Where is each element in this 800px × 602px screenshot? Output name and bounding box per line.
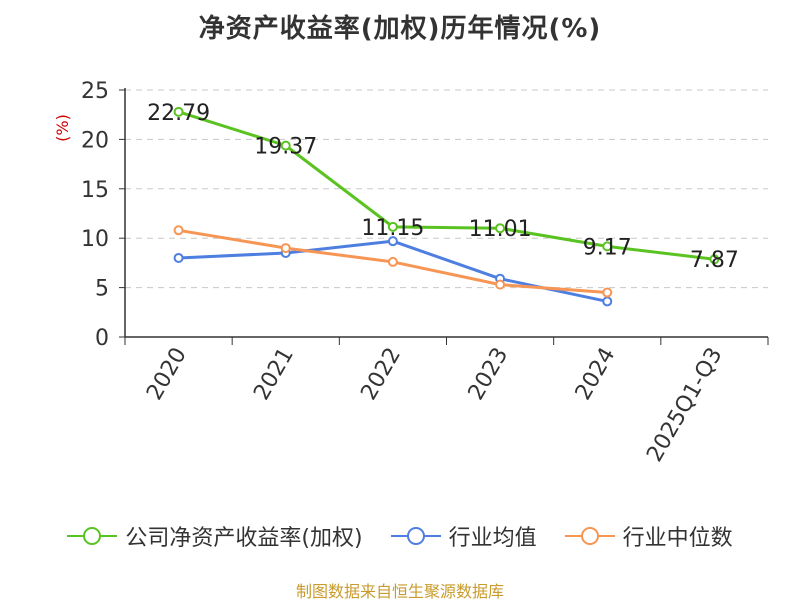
series-2-point-2 (387, 256, 398, 267)
legend-item-industry-mean[interactable]: 行业均值 (390, 520, 537, 552)
y-tick-label-20: 20 (81, 128, 109, 153)
line-chart: 0 5 10 15 20 25 (%) 2020 2021 2022 2023 2024 2025Q1-… (53, 79, 769, 467)
y-tick-label-0: 0 (95, 326, 109, 351)
y-tick-label-25: 25 (81, 79, 109, 104)
legend-item-industry-median[interactable]: 行业中位数 (564, 520, 733, 552)
series-0-point-2 (387, 221, 398, 232)
series-2-point-1 (280, 243, 291, 254)
legend-label-industry-mean: 行业均值 (448, 526, 537, 551)
data-label-1: 19.37 (254, 135, 317, 160)
source-note: 制图数据来自恒生聚源数据库 (295, 582, 504, 601)
data-label-4: 9.17 (583, 235, 632, 260)
legend-marker-company (67, 527, 118, 545)
series-0-point-3 (495, 223, 506, 234)
data-label-2: 11.15 (361, 216, 424, 241)
series-1-point-4 (602, 296, 613, 307)
x-tick-label-2023: 2023 (464, 344, 514, 405)
y-tick-label-15: 15 (81, 178, 109, 203)
series-0-point-4 (602, 241, 613, 252)
series-2-point-4 (602, 287, 613, 298)
chart-title: 净资产收益率(加权)历年情况(%) (198, 14, 602, 44)
series-2-point-3 (495, 279, 506, 290)
series-2-point-0 (173, 225, 184, 236)
legend-label-company: 公司净资产收益率(加权) (125, 526, 363, 551)
series-line-0 (178, 110, 715, 261)
x-tick-label-2021: 2021 (249, 344, 299, 405)
legend-item-company[interactable]: 公司净资产收益率(加权) (67, 520, 363, 552)
legend-marker-industry-mean (390, 527, 441, 545)
series-1-point-0 (173, 252, 184, 263)
legend-marker-industry-median (564, 527, 615, 545)
data-label-3: 11.01 (469, 217, 532, 242)
series-0-point-1 (280, 140, 291, 151)
chart-legend: 公司净资产收益率(加权) 行业均值 行业中位数 (0, 520, 800, 552)
data-label-5: 7.87 (690, 248, 739, 273)
x-tick-label-2022: 2022 (356, 344, 406, 405)
x-tick-label-2020: 2020 (142, 344, 192, 405)
y-tick-label-5: 5 (95, 277, 109, 302)
y-tick-label-10: 10 (81, 227, 109, 252)
series-0-point-0 (173, 106, 184, 117)
x-tick-label-2024: 2024 (571, 344, 621, 405)
series-1-point-2 (387, 236, 398, 247)
series-line-1 (178, 239, 608, 303)
series-0-point-5 (709, 254, 720, 265)
legend-label-industry-median: 行业中位数 (622, 526, 733, 551)
data-label-0: 22.79 (147, 101, 210, 126)
x-tick-label-2025Q1-Q3: 2025Q1-Q3 (642, 344, 727, 467)
y-axis-label: (%) (53, 114, 72, 142)
